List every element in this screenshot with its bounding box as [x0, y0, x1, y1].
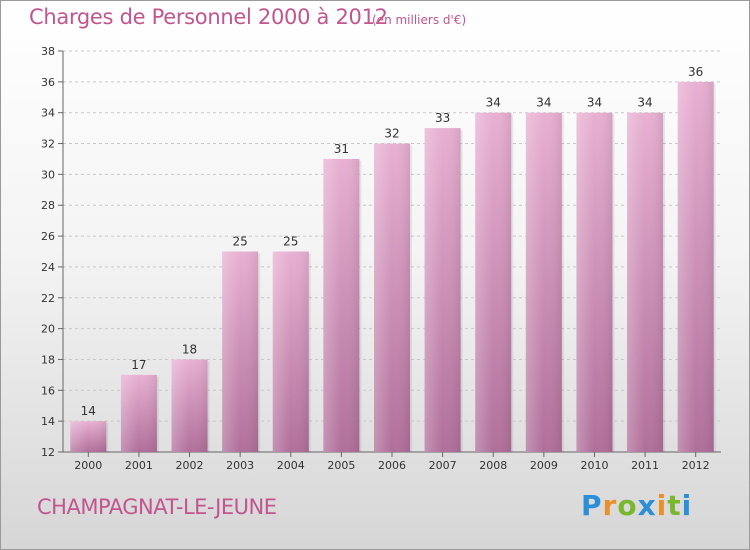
x-tick-label: 2011 — [631, 459, 659, 472]
bar-value-label: 36 — [688, 65, 703, 79]
bar-value-label: 34 — [587, 96, 602, 110]
bar-value-label: 14 — [81, 404, 96, 418]
bar-value-label: 34 — [637, 96, 652, 110]
y-tick-label: 38 — [41, 45, 55, 58]
y-tick-label: 12 — [41, 446, 55, 459]
x-tick-label: 2000 — [74, 459, 102, 472]
bar-value-label: 17 — [131, 358, 146, 372]
y-tick-label: 32 — [41, 138, 55, 151]
y-tick-label: 14 — [41, 415, 55, 428]
bar-value-label: 33 — [435, 111, 450, 125]
x-tick-label: 2002 — [176, 459, 204, 472]
proxiti-logo: Proxiti — [581, 489, 692, 522]
logo-letter: P — [581, 489, 603, 522]
bar-value-label: 25 — [283, 235, 298, 249]
bar-value-label: 34 — [486, 96, 501, 110]
logo-letter: i — [656, 489, 668, 522]
y-tick-label: 16 — [41, 384, 55, 397]
y-tick-label: 22 — [41, 292, 55, 305]
x-tick-label: 2001 — [125, 459, 153, 472]
x-tick-label: 2005 — [327, 459, 355, 472]
bar-highlight — [475, 112, 512, 452]
bar-highlight — [576, 112, 613, 452]
commune-name: CHAMPAGNAT-LE-JEUNE — [37, 495, 277, 519]
bar-highlight — [272, 251, 309, 452]
y-tick-label: 30 — [41, 168, 55, 181]
bar-value-label: 34 — [536, 96, 551, 110]
x-tick-label: 2006 — [378, 459, 406, 472]
bar-value-label: 25 — [233, 235, 248, 249]
y-tick-label: 26 — [41, 230, 55, 243]
y-tick-label: 36 — [41, 76, 55, 89]
x-tick-label: 2009 — [530, 459, 558, 472]
bar-highlight — [627, 112, 664, 452]
bar-highlight — [222, 251, 259, 452]
bar-value-label: 31 — [334, 142, 349, 156]
y-tick-label: 18 — [41, 353, 55, 366]
bar-highlight — [120, 374, 157, 452]
logo-letter: x — [637, 489, 657, 522]
x-tick-label: 2007 — [429, 459, 457, 472]
bar-value-label: 32 — [384, 127, 399, 141]
logo-letter: r — [602, 489, 618, 522]
x-tick-label: 2003 — [226, 459, 254, 472]
y-tick-label: 20 — [41, 323, 55, 336]
labels: 12 14 16 18 20 22 24 26 28 30 32 34 36 38 14 2000 17 2001… — [41, 45, 710, 472]
logo-letter: o — [617, 489, 638, 522]
bar-highlight — [677, 81, 714, 452]
chart-subtitle: (en milliers d'€) — [372, 13, 467, 27]
bar-value-label: 18 — [182, 342, 197, 356]
chart-title: Charges de Personnel 2000 à 2012 — [29, 5, 388, 29]
bar-highlight — [374, 143, 410, 453]
y-tick-label: 34 — [41, 107, 55, 120]
x-tick-label: 2008 — [479, 459, 507, 472]
logo-letter: i — [681, 489, 693, 522]
bar-highlight — [424, 128, 461, 452]
y-tick-label: 28 — [41, 199, 55, 212]
logo-letter: t — [667, 489, 682, 522]
y-tick-label: 24 — [41, 261, 55, 274]
bar-highlight — [323, 158, 360, 452]
bar-highlight — [525, 112, 562, 452]
bars — [70, 81, 716, 453]
bar-highlight — [70, 421, 107, 452]
bar-highlight — [171, 359, 208, 452]
x-tick-label: 2012 — [682, 459, 710, 472]
x-tick-label: 2004 — [277, 459, 305, 472]
x-tick-label: 2010 — [580, 459, 608, 472]
